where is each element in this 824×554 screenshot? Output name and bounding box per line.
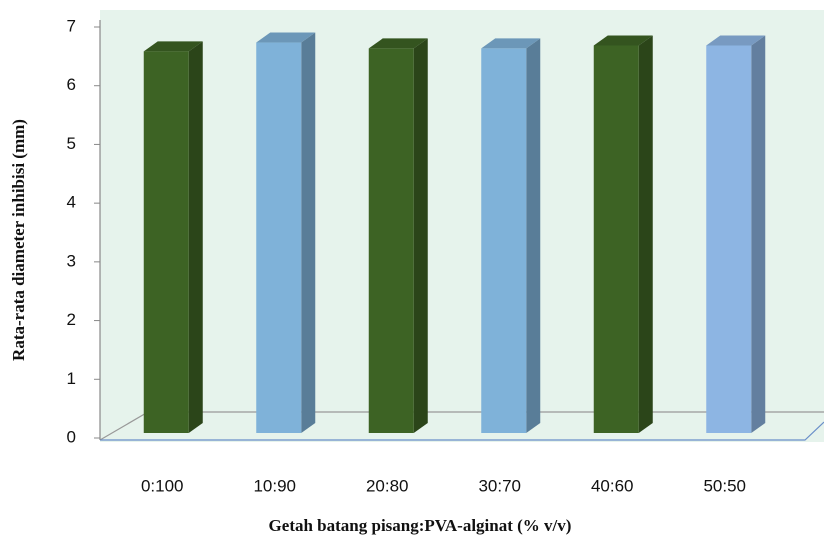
bar: [369, 48, 414, 433]
bar-side: [751, 35, 765, 433]
x-tick-label: 10:90: [253, 476, 296, 495]
y-tick-label: 5: [67, 134, 76, 153]
y-axis-title: Rata-rata diameter inhibisi (mm): [9, 119, 28, 361]
bar-side: [414, 38, 428, 433]
x-tick-label: 20:80: [366, 476, 409, 495]
x-tick-label: 50:50: [703, 476, 746, 495]
y-tick-label: 0: [67, 427, 76, 446]
y-tick-label: 2: [67, 310, 76, 329]
y-tick-label: 7: [67, 16, 76, 35]
bar: [481, 48, 526, 433]
bar-side: [301, 33, 315, 433]
bar: [706, 45, 751, 433]
x-tick-label: 30:70: [478, 476, 521, 495]
bar-side: [526, 38, 540, 433]
bar-side: [189, 41, 203, 433]
x-axis-title: Getah batang pisang:PVA-alginat (% v/v): [269, 516, 572, 535]
bar-side: [639, 35, 653, 433]
bar: [594, 45, 639, 433]
y-tick-label: 6: [67, 75, 76, 94]
bar: [256, 43, 301, 433]
x-tick-label: 40:60: [591, 476, 634, 495]
x-tick-label: 0:100: [141, 476, 184, 495]
chart: Rata-rata diameter inhibisi (mm) Getah b…: [0, 0, 824, 554]
y-tick-label: 4: [67, 193, 76, 212]
y-tick-label: 3: [67, 251, 76, 270]
y-tick-label: 1: [67, 369, 76, 388]
bar: [144, 51, 189, 433]
